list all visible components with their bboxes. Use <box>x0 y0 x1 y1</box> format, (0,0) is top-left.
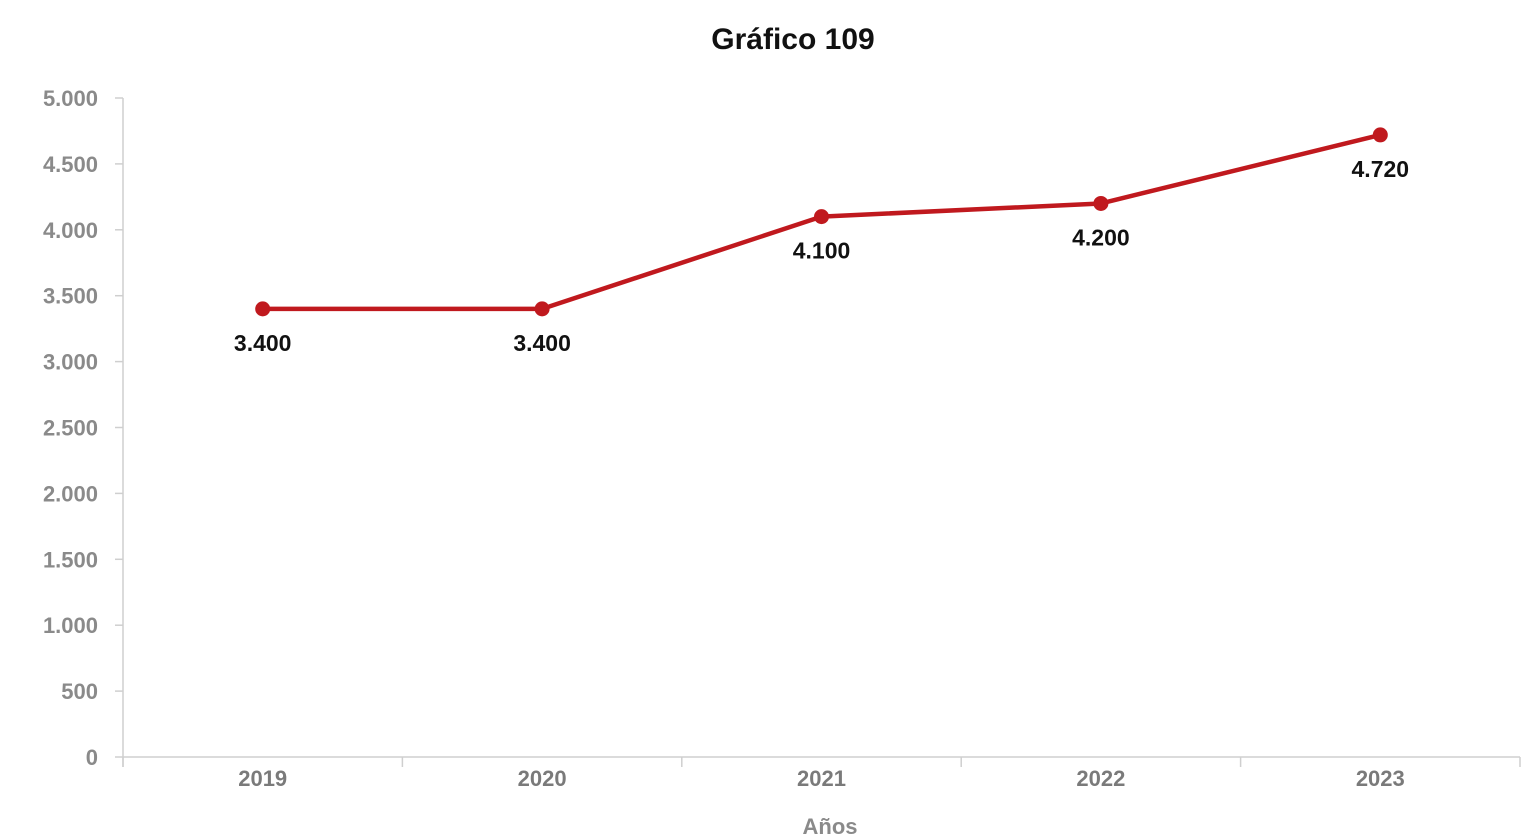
y-axis: 0 500 1.000 1.500 2.000 2.500 3.000 3.500 4.000 4… <box>43 86 124 770</box>
y-tick-label: 500 <box>61 679 98 704</box>
y-tick-label: 3.000 <box>43 350 98 375</box>
x-tick-label: 2020 <box>518 766 567 791</box>
data-point <box>534 301 550 317</box>
y-tick-label: 5.000 <box>43 86 98 111</box>
x-axis: 2019 2020 2021 2022 2023 <box>122 756 1521 791</box>
x-tick-label: 2023 <box>1356 766 1405 791</box>
series-line-group <box>255 127 1388 317</box>
y-tick-label: 2.500 <box>43 416 98 441</box>
data-label: 4.720 <box>1352 156 1410 182</box>
y-tick-label: 4.500 <box>43 152 98 177</box>
chart-title: Gráfico 109 <box>711 23 874 56</box>
data-point <box>255 301 271 317</box>
data-label: 4.200 <box>1072 224 1130 250</box>
y-tick-label: 2.000 <box>43 481 98 506</box>
data-label: 3.400 <box>513 330 571 356</box>
data-point <box>1372 127 1388 143</box>
x-axis-title: Años <box>803 814 858 839</box>
data-point <box>1093 195 1109 211</box>
y-tick-label: 1.000 <box>43 613 98 638</box>
data-labels: 3.400 3.400 4.100 4.200 4.720 <box>234 156 1409 356</box>
y-tick-label: 4.000 <box>43 218 98 243</box>
x-tick-label: 2022 <box>1076 766 1125 791</box>
y-tick-label: 1.500 <box>43 547 98 572</box>
y-tick-label: 0 <box>86 745 98 770</box>
data-label: 4.100 <box>793 238 851 264</box>
x-tick-label: 2019 <box>238 766 287 791</box>
data-label: 3.400 <box>234 330 292 356</box>
x-tick-label: 2021 <box>797 766 846 791</box>
y-tick-label: 3.500 <box>43 284 98 309</box>
data-point <box>814 209 829 225</box>
